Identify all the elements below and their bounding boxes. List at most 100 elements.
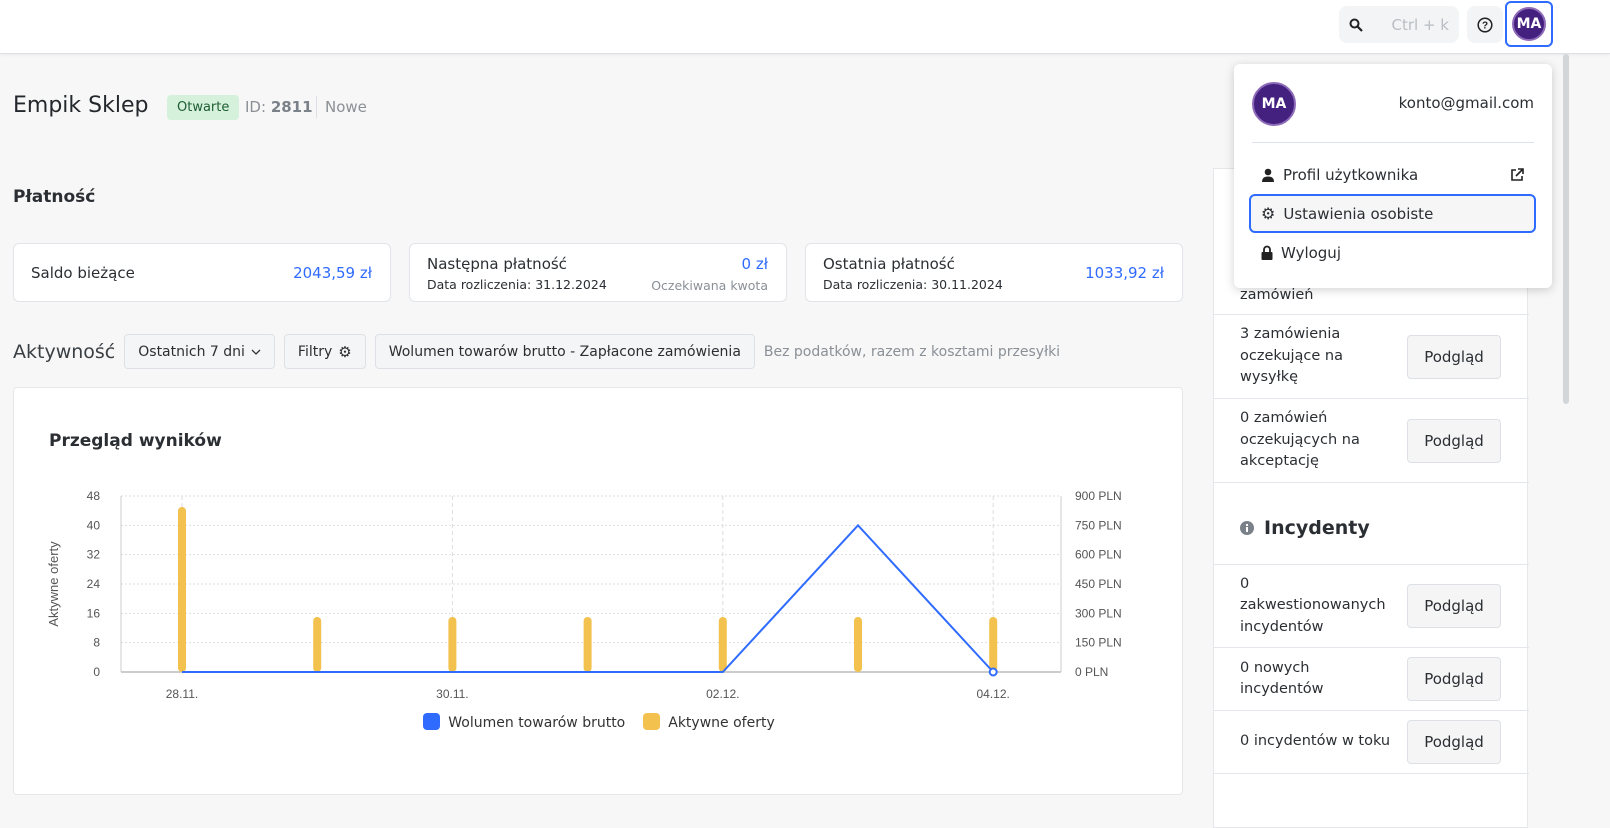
preview-button[interactable]: Podgląd (1407, 584, 1501, 628)
status-badge: Otwarte (167, 95, 240, 120)
y-right-tick: 0 PLN (1075, 665, 1108, 679)
user-menu-button[interactable]: MA (1505, 1, 1553, 47)
list-item: 0 zakwestionowanych incydentów Podgląd (1214, 564, 1529, 648)
y-left-tick: 40 (87, 518, 101, 532)
help-icon: ? (1477, 16, 1493, 33)
x-tick: 02.12. (706, 687, 739, 701)
page-title: Empik Sklep (13, 93, 149, 118)
y-left-tick: 16 (87, 606, 101, 620)
filters-label: Filtry (297, 343, 333, 360)
item-text: 3 zamówienia oczekujące na wysyłkę (1240, 326, 1344, 386)
user-email: konto@gmail.com (1398, 94, 1534, 112)
y-left-tick: 8 (93, 636, 100, 650)
gear-icon: ⚙ (1261, 204, 1276, 223)
balance-card: Saldo bieżące 2043,59 zł (13, 243, 391, 302)
chart-title: Przegląd wyników (49, 431, 222, 451)
legend-swatch (423, 713, 441, 730)
card-label: Następna płatność (427, 255, 567, 273)
chart-card: Przegląd wyników 0 0 PLN 8 150 PLN 16 300 PLN… (13, 387, 1183, 795)
card-value: 0 zł (741, 255, 768, 273)
y-left-tick: 24 (87, 577, 101, 591)
y-right-tick: 600 PLN (1075, 548, 1122, 562)
activity-label: Aktywność (13, 340, 116, 363)
line-series (182, 523, 994, 673)
user-icon (1262, 168, 1274, 182)
list-item: 0 nowych incydentów Podgląd (1214, 648, 1529, 711)
legend-label: Wolumen towarów brutto (448, 715, 626, 731)
date-range-dropdown[interactable]: Ostatnich 7 dni (124, 334, 275, 369)
top-bar: Ctrl + k ? MA (0, 0, 1610, 54)
preview-button[interactable]: Podgląd (1407, 657, 1501, 701)
divider (316, 96, 317, 118)
metric-dropdown[interactable]: Wolumen towarów brutto - Zapłacone zamów… (374, 334, 755, 369)
date-range-value: Ostatnich 7 dni (138, 343, 245, 360)
next-payment-card: Następna płatność Data rozliczenia: 31.1… (409, 243, 787, 302)
legend-item-gmv[interactable]: Wolumen towarów brutto (423, 713, 625, 731)
id-label: ID: (245, 98, 267, 116)
card-sub: Data rozliczenia: 30.11.2024 (823, 277, 1003, 292)
divider (1252, 142, 1534, 143)
item-text: 0 nowych incydentów (1240, 659, 1324, 698)
gear-icon: ⚙ (338, 342, 352, 361)
preview-button[interactable]: Podgląd (1407, 720, 1501, 764)
info-icon (1240, 521, 1254, 535)
help-button[interactable]: ? (1467, 6, 1503, 43)
filters-button[interactable]: Filtry ⚙ (283, 334, 366, 369)
external-link-icon (1511, 167, 1524, 181)
menu-item-settings[interactable]: ⚙ Ustawienia osobiste (1249, 194, 1536, 233)
x-tick: 30.11. (436, 687, 468, 701)
preview-button[interactable]: Podgląd (1407, 418, 1501, 463)
scrollbar[interactable] (1563, 54, 1569, 404)
y-axis-label: Aktywne oferty (46, 541, 61, 627)
item-text: 0 zakwestionowanych incydentów (1240, 575, 1386, 635)
x-tick: 04.12. (977, 687, 1010, 701)
search-icon (1349, 18, 1363, 32)
y-right-tick: 750 PLN (1075, 518, 1122, 532)
item-text: 0 zamówień oczekujących na akceptację (1240, 410, 1360, 470)
bar (854, 617, 862, 672)
svg-text:?: ? (1482, 20, 1488, 31)
y-left-tick: 48 (87, 489, 101, 503)
metric-value: Wolumen towarów brutto - Zapłacone zamów… (388, 343, 741, 360)
list-item: 0 incydentów w toku Podgląd (1214, 711, 1529, 774)
incidents-heading: Incydenty (1240, 517, 1370, 539)
legend-label: Aktywne oferty (668, 715, 775, 731)
bar (448, 617, 457, 672)
shop-id: ID: 2811 (245, 98, 313, 116)
bar (583, 617, 592, 672)
last-payment-card: Ostatnia płatność Data rozliczenia: 30.1… (805, 243, 1183, 302)
x-tick: 28.11. (166, 687, 198, 701)
legend-swatch (643, 713, 661, 730)
y-right-tick: 900 PLN (1075, 489, 1122, 503)
list-item: 0 zamówień oczekujących na akceptację Pod… (1214, 399, 1529, 483)
bar (989, 617, 998, 672)
avatar: MA (1252, 82, 1296, 126)
user-dropdown-menu: MA konto@gmail.com Profil użytkownika ⚙ … (1234, 64, 1552, 288)
card-label: Ostatnia płatność (823, 255, 955, 273)
incidents-title: Incydenty (1264, 517, 1370, 539)
menu-item-label: Profil użytkownika (1283, 165, 1419, 184)
shop-tag: Nowe (325, 98, 367, 116)
preview-button[interactable]: Podgląd (1407, 334, 1501, 379)
item-text: 0 incydentów w toku (1240, 733, 1391, 750)
activity-filters: Aktywność Ostatnich 7 dni Filtry ⚙ Wolume… (13, 334, 1060, 369)
search-button[interactable]: Ctrl + k (1339, 6, 1459, 43)
search-shortcut: Ctrl + k (1391, 15, 1449, 34)
menu-item-label: Wyloguj (1281, 243, 1341, 262)
chevron-down-icon (251, 349, 261, 355)
chart-legend: Wolumen towarów brutto Aktywne oferty (14, 713, 1184, 731)
card-value-sub: Oczekiwana kwota (651, 278, 768, 293)
y-left-tick: 32 (87, 548, 101, 562)
y-right-tick: 150 PLN (1075, 636, 1122, 650)
card-value: 1033,92 zł (1085, 264, 1164, 282)
list-item: zamówień (1214, 253, 1529, 315)
id-value: 2811 (270, 98, 313, 116)
card-label: Saldo bieżące (31, 263, 135, 282)
legend-item-offers[interactable]: Aktywne oferty (643, 713, 775, 731)
payment-heading: Płatność (13, 187, 96, 207)
menu-item-profile[interactable]: Profil użytkownika (1249, 155, 1536, 194)
bar (718, 617, 727, 672)
bar (178, 507, 186, 672)
item-text: zamówień (1240, 286, 1314, 303)
menu-item-logout[interactable]: Wyloguj (1249, 233, 1536, 272)
